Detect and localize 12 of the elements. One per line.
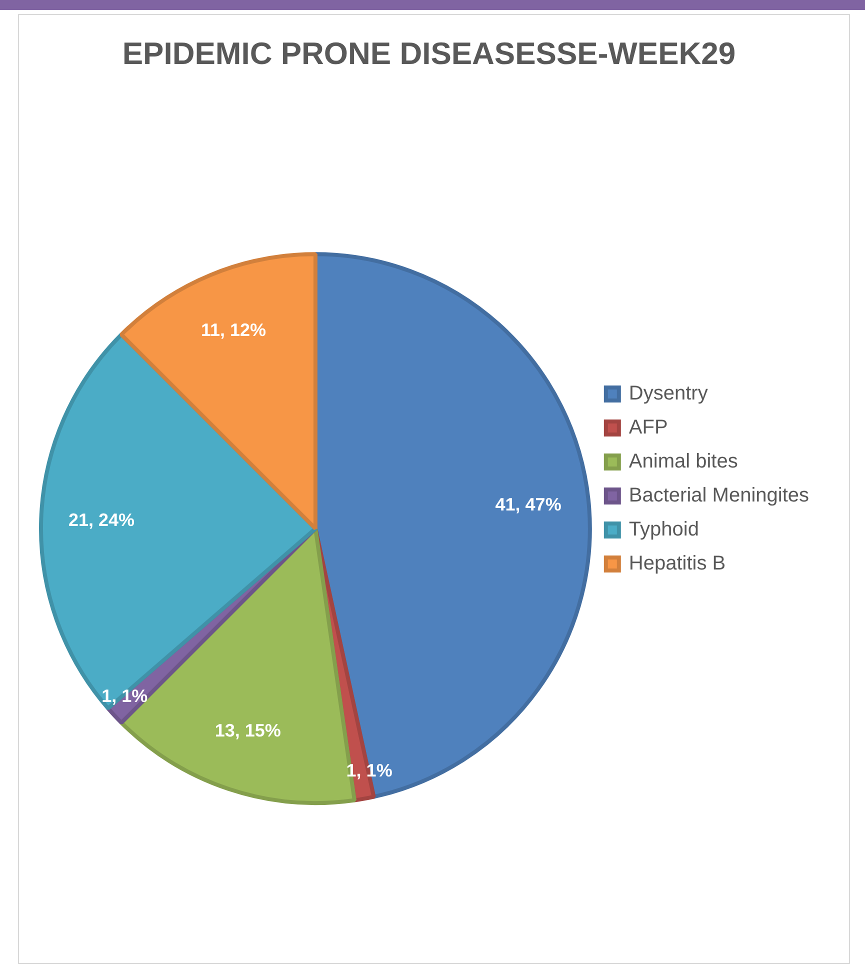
legend-label: Hepatitis B bbox=[628, 552, 726, 575]
data-label: 11, 12% bbox=[201, 320, 266, 340]
legend-label: Typhoid bbox=[628, 518, 699, 541]
legend-label: Bacterial Meningites bbox=[628, 484, 810, 507]
legend-label: Dysentry bbox=[628, 382, 708, 405]
data-label: 1, 1% bbox=[102, 686, 148, 706]
chart-title: EPIDEMIC PRONE DISEASESSE-WEEK29 bbox=[122, 36, 736, 72]
data-label: 21, 24% bbox=[68, 510, 135, 530]
legend-label: AFP bbox=[628, 416, 668, 439]
data-label: 13, 15% bbox=[214, 720, 281, 741]
data-label: 41, 47% bbox=[495, 494, 562, 515]
legend-label: Animal bites bbox=[628, 450, 738, 473]
